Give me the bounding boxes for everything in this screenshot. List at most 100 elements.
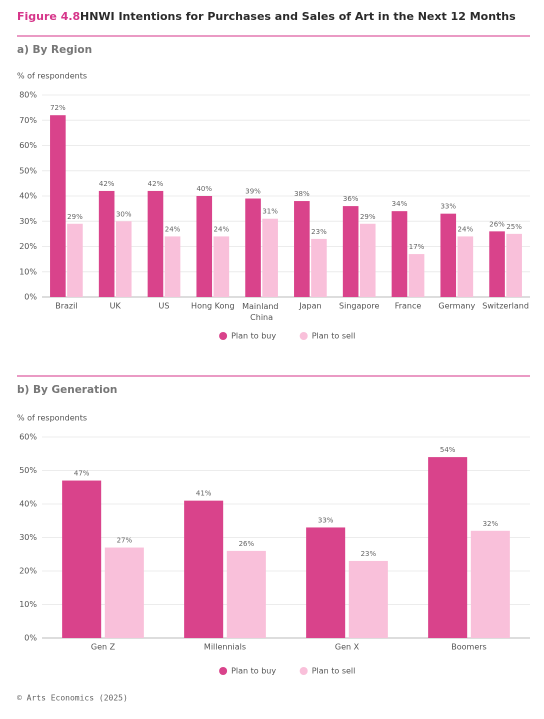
bar: [62, 480, 102, 638]
bar: [196, 196, 213, 297]
x-tick-label: US: [159, 302, 170, 311]
x-tick-label: Japan: [298, 302, 321, 311]
bar: [440, 213, 457, 297]
y-tick-label: 0%: [24, 293, 37, 302]
value-label: 42%: [99, 180, 115, 188]
value-label: 32%: [483, 520, 499, 528]
legend-label: Plan to buy: [231, 667, 276, 676]
value-label: 40%: [196, 185, 212, 193]
y-tick-label: 30%: [19, 217, 37, 226]
y-tick-label: 20%: [19, 567, 37, 576]
legend-marker: [299, 667, 308, 675]
value-label: 29%: [67, 213, 83, 221]
source: © Arts Economics (2025): [17, 694, 128, 703]
value-label: 26%: [239, 540, 255, 548]
value-label: 42%: [148, 180, 164, 188]
figure-label: Figure 4.8: [17, 10, 80, 23]
bar: [226, 550, 266, 638]
value-label: 25%: [506, 223, 522, 231]
legend-label: Plan to sell: [312, 667, 356, 676]
bar: [50, 115, 66, 297]
bar: [470, 530, 510, 638]
bar: [213, 236, 230, 297]
legend-label: Plan to buy: [231, 332, 276, 341]
x-tick-label: Germany: [438, 302, 475, 311]
value-label: 17%: [409, 243, 425, 251]
value-label: 27%: [117, 537, 133, 545]
value-label: 23%: [361, 550, 377, 558]
bar: [457, 236, 474, 297]
bar: [98, 190, 115, 297]
bar: [262, 218, 278, 297]
bar: [348, 560, 388, 638]
value-label: 29%: [360, 213, 376, 221]
figure-title: HNWI Intentions for Purchases and Sales …: [80, 10, 516, 23]
value-label: 41%: [196, 490, 212, 498]
bar: [311, 238, 327, 297]
y-tick-label: 30%: [19, 533, 37, 542]
y-tick-label: 60%: [19, 433, 37, 442]
y-axis-label: % of respondents: [17, 72, 87, 81]
value-label: 30%: [116, 210, 132, 218]
bar: [104, 547, 144, 638]
x-tick-label: UK: [110, 302, 122, 311]
bar: [184, 500, 224, 638]
chart-subtitle: a) By Region: [17, 44, 92, 56]
bar: [428, 457, 468, 638]
y-tick-label: 40%: [19, 192, 37, 201]
x-tick-label: Singapore: [339, 302, 379, 311]
y-tick-label: 50%: [19, 466, 37, 475]
x-tick-label: Brazil: [55, 302, 77, 311]
chart-subtitle: b) By Generation: [17, 384, 117, 396]
value-label: 54%: [440, 446, 456, 454]
legend-marker: [299, 332, 308, 340]
y-tick-label: 10%: [19, 267, 37, 276]
bar: [489, 231, 505, 297]
bar: [147, 190, 164, 297]
x-tick-label: Switzerland: [482, 302, 529, 311]
bar: [164, 236, 181, 297]
y-axis-label: % of respondents: [17, 414, 87, 423]
bar: [342, 206, 359, 297]
value-label: 36%: [343, 195, 359, 203]
y-tick-label: 40%: [19, 500, 37, 509]
value-label: 31%: [262, 208, 278, 216]
bar: [115, 221, 132, 297]
value-label: 72%: [50, 104, 66, 112]
value-label: 26%: [489, 220, 505, 228]
value-label: 23%: [311, 228, 327, 236]
y-tick-label: 50%: [19, 166, 37, 175]
bar: [408, 254, 425, 297]
legend-marker: [219, 667, 228, 675]
value-label: 47%: [74, 470, 90, 478]
x-tick-label: Mainland China: [242, 302, 281, 322]
value-label: 34%: [392, 200, 408, 208]
bar: [245, 198, 261, 297]
x-tick-label: Boomers: [451, 643, 486, 652]
x-tick-label: Gen X: [335, 643, 360, 652]
value-label: 39%: [245, 188, 261, 196]
y-tick-label: 20%: [19, 242, 37, 251]
bar: [391, 211, 408, 297]
bar: [506, 233, 522, 297]
x-tick-label: France: [395, 302, 422, 311]
value-label: 33%: [440, 203, 456, 211]
x-tick-label: Hong Kong: [191, 302, 235, 311]
x-tick-label: Millennials: [204, 643, 246, 652]
bar: [306, 527, 346, 638]
legend-marker: [219, 332, 228, 340]
y-tick-label: 80%: [19, 91, 37, 100]
x-tick-label: Gen Z: [91, 643, 116, 652]
bar: [359, 223, 376, 297]
value-label: 24%: [458, 225, 474, 233]
bar: [67, 223, 83, 297]
y-tick-label: 70%: [19, 116, 37, 125]
y-tick-label: 0%: [24, 634, 37, 643]
y-tick-label: 10%: [19, 600, 37, 609]
legend-label: Plan to sell: [312, 332, 356, 341]
value-label: 24%: [165, 225, 181, 233]
bar: [294, 201, 310, 297]
value-label: 38%: [294, 190, 310, 198]
value-label: 33%: [318, 516, 334, 524]
